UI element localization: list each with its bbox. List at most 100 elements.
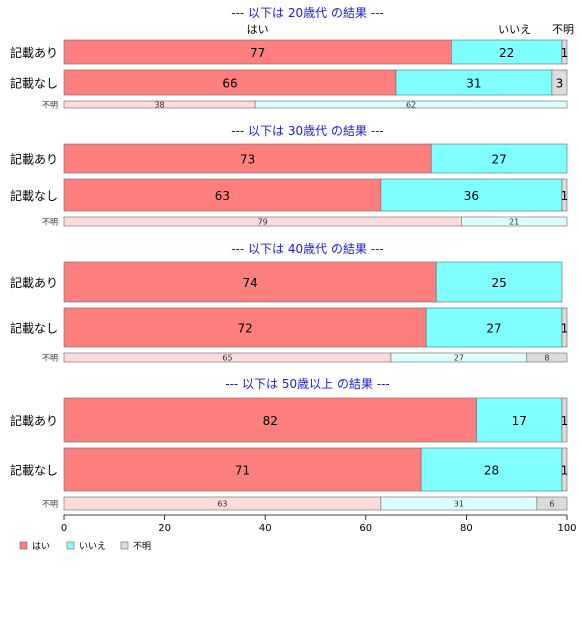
- bar-row: 不明 65 27 8: [42, 352, 568, 363]
- row-label: 記載なし: [10, 321, 58, 336]
- legend-swatch: [66, 541, 75, 550]
- data-label: 63: [217, 500, 227, 509]
- row-label: 記載あり: [10, 45, 58, 60]
- category-header-unknown: 不明: [552, 23, 574, 36]
- data-label: 28: [484, 464, 499, 478]
- data-label: 36: [464, 189, 479, 203]
- data-label: 82: [263, 414, 278, 428]
- bar-segment-yes: [63, 447, 422, 492]
- panel-3: --- 以下は 40歳代 の結果 --- 記載あり 74 25 記載なし 72 27 1 不明 6…: [10, 242, 568, 363]
- data-label: 27: [486, 322, 501, 336]
- row-label: 記載あり: [10, 275, 58, 290]
- row-label: 記載なし: [10, 76, 58, 91]
- bar-segment-unknown: [561, 397, 568, 443]
- x-axis: 0 20 40 60 80 100: [61, 514, 577, 534]
- data-label: 38: [154, 101, 164, 110]
- bar-segment-unknown: [561, 447, 568, 492]
- bar-segment-no: [380, 178, 563, 212]
- row-label: 記載なし: [10, 463, 58, 478]
- data-label: 17: [512, 414, 527, 428]
- x-tick-label: 60: [359, 523, 372, 534]
- panel-title: --- 以下は 50歳以上 の結果 ---: [225, 377, 390, 391]
- bar-segment-no: [435, 261, 563, 303]
- data-label: 79: [258, 218, 268, 227]
- data-label: 1: [561, 464, 569, 478]
- panel-2: --- 以下は 30歳代 の結果 --- 記載あり 73 27 記載なし 63 36 1 不明 7…: [10, 124, 568, 227]
- bar-segment-unknown: [561, 307, 568, 348]
- bar-segment-unknown: [551, 69, 568, 96]
- bar-segment-no: [254, 100, 568, 109]
- x-tick-label: 100: [557, 523, 576, 534]
- bar-row: 記載あり 73 27: [10, 143, 568, 174]
- legend-label: いいえ: [79, 541, 106, 552]
- data-label: 73: [240, 153, 255, 167]
- row-label: 不明: [42, 354, 58, 363]
- bar-segment-yes: [63, 39, 452, 65]
- row-label: 記載あり: [10, 413, 58, 428]
- bar-segment-no: [451, 39, 563, 65]
- bar-row: 記載あり 82 17 1: [10, 397, 569, 443]
- legend-label: 不明: [133, 541, 151, 552]
- bar-row: 記載なし 66 31 3: [10, 69, 568, 96]
- data-label: 65: [222, 354, 232, 363]
- bar-row: 記載なし 63 36 1: [10, 178, 569, 212]
- bar-segment-no: [425, 307, 563, 348]
- bar-row: 不明 38 62: [42, 100, 568, 110]
- legend-item-no: いいえ: [66, 541, 106, 552]
- data-label: 74: [242, 276, 257, 290]
- bar-segment-yes: [63, 397, 477, 443]
- data-label: 21: [509, 218, 519, 227]
- bar-row: 不明 79 21: [42, 216, 568, 227]
- bar-segment-no: [420, 447, 563, 492]
- bar-segment-yes: [63, 261, 437, 303]
- row-label: 不明: [42, 218, 58, 227]
- bar-row: 記載あり 74 25: [10, 261, 563, 303]
- panel-title: --- 以下は 30歳代 の結果 ---: [231, 124, 384, 138]
- bar-segment-unknown: [536, 496, 568, 511]
- data-label: 77: [250, 46, 265, 60]
- bar-segment-unknown: [561, 178, 568, 212]
- data-label: 1: [561, 322, 569, 336]
- bar-row: 記載なし 71 28 1: [10, 447, 569, 492]
- row-label: 記載なし: [10, 188, 58, 203]
- x-tick-label: 20: [158, 523, 171, 534]
- bar-row: 記載なし 72 27 1: [10, 307, 569, 348]
- row-label: 記載あり: [10, 152, 58, 167]
- x-tick-label: 40: [259, 523, 272, 534]
- data-label: 31: [454, 500, 464, 509]
- data-label: 27: [454, 354, 464, 363]
- bar-segment-unknown: [561, 39, 568, 65]
- panel-title: --- 以下は 40歳代 の結果 ---: [231, 242, 384, 256]
- bar-segment-unknown: [526, 352, 568, 363]
- bar-segment-yes: [63, 307, 427, 348]
- category-header-no: いいえ: [498, 23, 531, 36]
- data-label: 1: [561, 46, 569, 60]
- panel-4: --- 以下は 50歳以上 の結果 --- 記載あり 82 17 1 記載なし 71 28 1 不…: [10, 377, 569, 511]
- data-label: 62: [406, 101, 416, 110]
- data-label: 27: [491, 153, 506, 167]
- bar-row: 記載あり 77 22 1: [10, 39, 569, 65]
- panel-title: --- 以下は 20歳代 の結果 ---: [231, 6, 384, 20]
- data-label: 22: [499, 46, 514, 60]
- category-header-yes: はい: [247, 23, 269, 36]
- legend-label: はい: [32, 541, 50, 552]
- data-label: 72: [237, 322, 252, 336]
- data-label: 1: [561, 189, 569, 203]
- legend-item-yes: はい: [19, 541, 50, 552]
- bar-row: 不明 63 31 6: [42, 496, 568, 511]
- x-tick-label: 0: [61, 523, 67, 534]
- bar-segment-yes: [63, 178, 382, 212]
- data-label: 6: [549, 500, 554, 509]
- data-label: 3: [556, 77, 564, 91]
- data-label: 63: [215, 189, 230, 203]
- data-label: 31: [466, 77, 481, 91]
- data-label: 71: [235, 464, 250, 478]
- legend: はい いいえ 不明: [19, 541, 151, 552]
- data-label: 8: [544, 354, 549, 363]
- legend-swatch: [120, 541, 129, 550]
- legend-swatch: [19, 541, 28, 550]
- data-label: 1: [561, 414, 569, 428]
